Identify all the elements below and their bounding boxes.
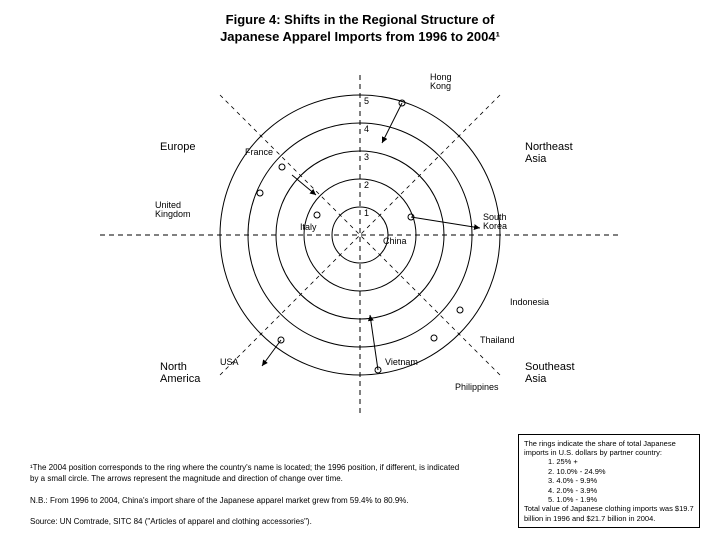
legend-intro: The rings indicate the share of total Ja… [524, 439, 694, 458]
svg-text:Europe: Europe [160, 141, 195, 153]
svg-text:America: America [160, 373, 201, 385]
svg-text:1: 1 [364, 208, 369, 218]
svg-text:Northeast: Northeast [525, 141, 573, 153]
footnote-2: N.B.: From 1996 to 2004, China's import … [30, 496, 460, 507]
legend-item: 5. 1.0% - 1.9% [548, 495, 694, 504]
title-line-1: Figure 4: Shifts in the Regional Structu… [226, 12, 495, 27]
svg-text:USA: USA [220, 357, 239, 367]
svg-text:Korea: Korea [483, 221, 507, 231]
svg-text:Kingdom: Kingdom [155, 209, 191, 219]
legend-item: 2. 10.0% - 24.9% [548, 467, 694, 476]
svg-text:Italy: Italy [300, 222, 317, 232]
footnotes: ¹The 2004 position corresponds to the ri… [30, 463, 460, 528]
svg-text:5: 5 [364, 96, 369, 106]
title-line-2: Japanese Apparel Imports from 1996 to 20… [220, 29, 500, 44]
footnote-1: ¹The 2004 position corresponds to the ri… [30, 463, 460, 485]
legend-item: 4. 2.0% - 3.9% [548, 486, 694, 495]
footnote-3: Source: UN Comtrade, SITC 84 ("Articles … [30, 517, 460, 528]
svg-text:Asia: Asia [525, 373, 547, 385]
svg-text:Kong: Kong [430, 81, 451, 91]
legend-outro: Total value of Japanese clothing imports… [524, 504, 694, 523]
svg-text:France: France [245, 147, 273, 157]
figure-title: Figure 4: Shifts in the Regional Structu… [0, 0, 720, 46]
legend-items: 1. 25% +2. 10.0% - 24.9%3. 4.0% - 9.9%4.… [524, 457, 694, 504]
svg-text:3: 3 [364, 152, 369, 162]
svg-text:4: 4 [364, 124, 369, 134]
svg-text:Southeast: Southeast [525, 361, 575, 373]
legend-item: 3. 4.0% - 9.9% [548, 476, 694, 485]
radial-chart: 54321HongKongFranceUnitedKingdomItalyChi… [0, 60, 720, 430]
svg-text:Thailand: Thailand [480, 335, 515, 345]
svg-text:Philippines: Philippines [455, 382, 499, 392]
svg-text:Vietnam: Vietnam [385, 357, 418, 367]
legend-item: 1. 25% + [548, 457, 694, 466]
svg-text:2: 2 [364, 180, 369, 190]
svg-text:China: China [383, 236, 407, 246]
svg-text:Indonesia: Indonesia [510, 297, 549, 307]
legend-box: The rings indicate the share of total Ja… [518, 434, 700, 528]
chart-svg: 54321HongKongFranceUnitedKingdomItalyChi… [20, 60, 700, 430]
svg-text:North: North [160, 361, 187, 373]
svg-text:Asia: Asia [525, 153, 547, 165]
